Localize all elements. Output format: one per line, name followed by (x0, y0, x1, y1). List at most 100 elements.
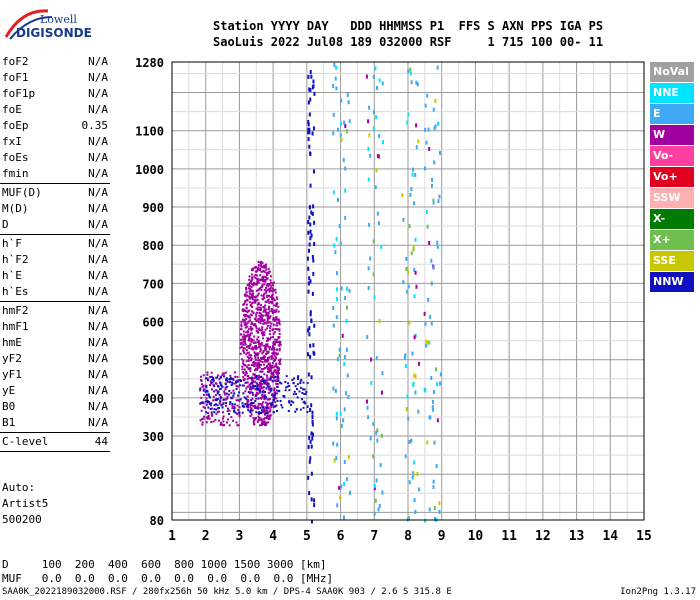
echo-point (229, 376, 232, 379)
echo-point (439, 372, 442, 377)
echo-point (239, 339, 242, 342)
echo-point (271, 290, 274, 293)
echo-point (264, 263, 267, 266)
echo-point (273, 396, 276, 399)
echo-point (273, 348, 276, 351)
echo-point (311, 410, 314, 415)
echo-point (306, 256, 309, 261)
echo-point (342, 515, 345, 520)
echo-point (410, 251, 413, 256)
echo-point (412, 472, 415, 477)
echo-point (275, 404, 278, 407)
legend-item-w: W (650, 125, 694, 145)
echo-point (306, 405, 309, 408)
echo-point (268, 290, 271, 293)
echo-point (205, 421, 208, 424)
legend-item-ssw: SSW (650, 188, 694, 208)
distance-muf-table: D 100 200 400 600 800 1000 1500 3000 [km… (2, 558, 333, 586)
echo-point (271, 364, 274, 367)
echo-point (253, 377, 256, 380)
muf-row: MUF 0.0 0.0 0.0 0.0 0.0 0.0 0.0 0.0 [MHz… (2, 572, 334, 585)
echo-point (256, 362, 259, 365)
echo-point (235, 421, 238, 424)
echo-point (257, 356, 260, 359)
echo-point (258, 343, 261, 346)
echo-point (263, 333, 266, 336)
echo-point (252, 401, 255, 404)
echo-point (257, 302, 260, 305)
echo-point (268, 321, 271, 324)
echo-point (247, 351, 250, 354)
echo-point (203, 388, 206, 391)
echo-point (278, 349, 281, 352)
echo-point (250, 269, 253, 272)
echo-point (254, 317, 257, 320)
echo-point (256, 385, 259, 388)
echo-point (348, 119, 351, 124)
echo-point (272, 405, 275, 408)
echo-point (265, 308, 268, 311)
echo-point (269, 327, 272, 330)
echo-point (270, 298, 273, 301)
echo-point (260, 317, 263, 320)
echo-point (268, 310, 271, 313)
echo-point (250, 347, 253, 350)
echo-point (245, 370, 248, 373)
echo-point (264, 359, 267, 362)
echo-point (219, 399, 222, 402)
echo-point (263, 278, 266, 281)
echo-point (242, 308, 245, 311)
echo-point (236, 424, 239, 427)
echo-point (345, 391, 348, 396)
param-value: N/A (88, 237, 108, 250)
echo-point (275, 324, 278, 327)
echo-point (258, 345, 261, 348)
echo-point (272, 371, 275, 374)
echo-point (261, 390, 264, 393)
legend-item-sse: SSE (650, 251, 694, 271)
param-divider (0, 432, 110, 433)
echo-point (258, 314, 261, 317)
echo-point (249, 391, 252, 394)
echo-point (425, 343, 428, 348)
echo-point (303, 388, 306, 391)
param-row: h`F2 N/A (0, 252, 110, 268)
echo-point (272, 395, 275, 398)
echo-point (249, 406, 252, 409)
echo-point (340, 98, 343, 103)
param-row: foF1 N/A (0, 70, 110, 86)
echo-point (261, 352, 264, 355)
param-row: yF1 N/A (0, 367, 110, 383)
echo-point (254, 356, 257, 359)
param-value: N/A (88, 186, 108, 199)
echo-point (343, 355, 346, 360)
echo-point (434, 367, 437, 372)
echo-point (255, 295, 258, 298)
echo-point (199, 389, 202, 392)
echo-point (253, 369, 256, 372)
param-group-muf: MUF(D) N/A M(D) N/A D N/A (0, 185, 110, 233)
echo-point (247, 295, 250, 298)
echo-point (250, 332, 253, 335)
echo-point (264, 381, 267, 384)
echo-point (250, 376, 253, 379)
echo-point (259, 383, 262, 386)
echo-point (239, 328, 242, 331)
auto-method: Artist5 (2, 497, 49, 510)
echo-point (345, 318, 348, 323)
echo-point (268, 317, 271, 320)
echo-point (408, 224, 411, 229)
echo-point (259, 322, 262, 325)
echo-point (268, 368, 271, 371)
echo-point (266, 299, 269, 302)
echo-point (250, 364, 253, 367)
echo-point (219, 423, 222, 426)
echo-point (426, 93, 429, 98)
echo-point (258, 413, 261, 416)
echo-point (305, 390, 308, 393)
echo-point (270, 289, 273, 292)
echo-point (224, 386, 227, 389)
echo-point (424, 388, 427, 393)
echo-point (244, 309, 247, 312)
echo-point (257, 402, 260, 405)
